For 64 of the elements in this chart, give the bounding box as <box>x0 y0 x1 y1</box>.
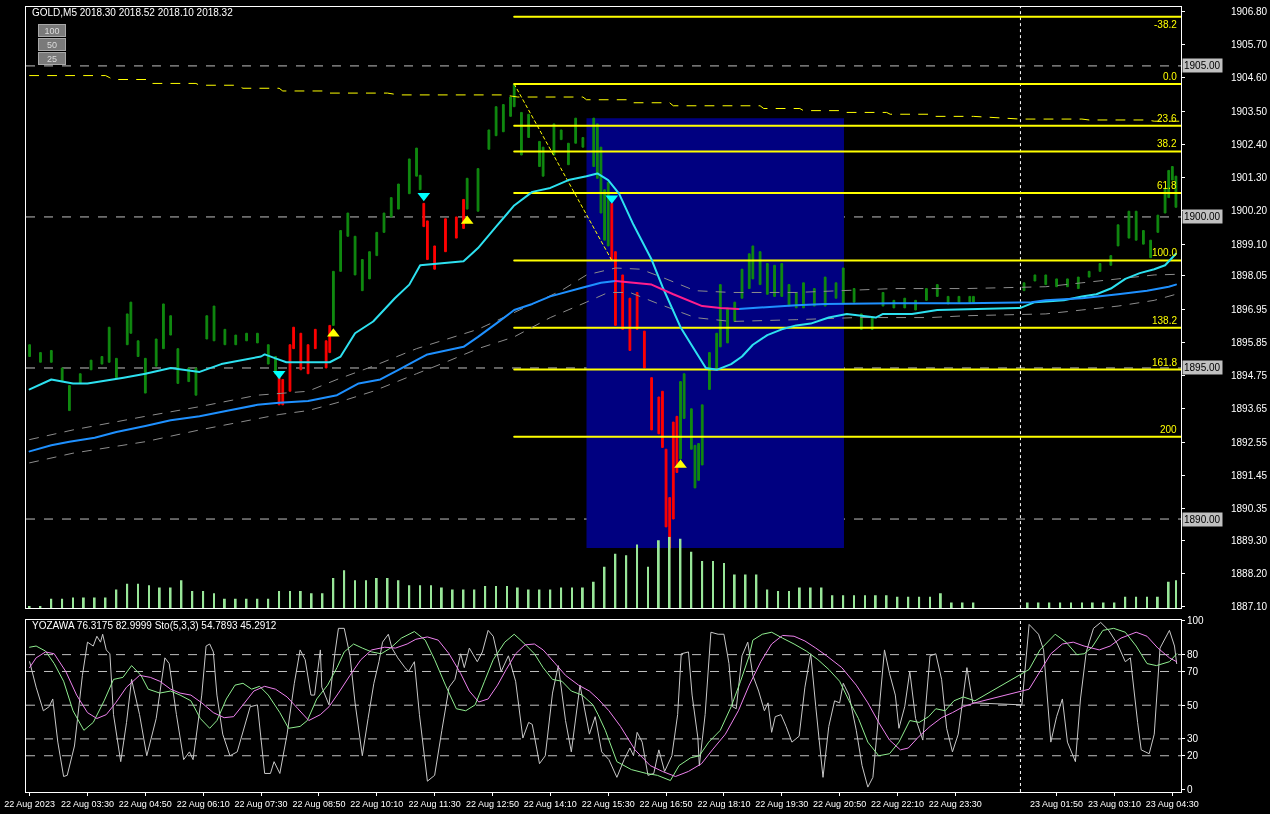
x-tick-label: 22 Aug 08:50 <box>292 798 346 809</box>
y-tick-label: 1900.20 <box>1231 205 1268 217</box>
y-tick-label: 50 <box>1187 699 1199 711</box>
y-tick-label: 1904.60 <box>1231 72 1268 84</box>
y-tick-label: 1894.75 <box>1231 370 1268 382</box>
ref-line-label: 1890.00 <box>1184 514 1221 525</box>
y-tick-label: 1887.10 <box>1231 601 1268 613</box>
ref-line-label: 1905.00 <box>1184 60 1221 71</box>
y-tick-label: 30 <box>1187 733 1199 745</box>
x-tick-label: 22 Aug 07:30 <box>234 798 288 809</box>
series-label: -38.2 <box>1154 19 1178 30</box>
series-label: 0.0 <box>1163 71 1178 82</box>
annotation: 25 <box>46 53 58 64</box>
y-tick-label: 70 <box>1187 665 1199 677</box>
annotation: 50 <box>46 39 58 50</box>
y-tick-label: 1906.80 <box>1231 6 1268 18</box>
annotation: 100 <box>44 25 60 36</box>
x-tick-label: 22 Aug 22:10 <box>870 798 925 809</box>
y-tick-label: 1896.95 <box>1231 303 1268 315</box>
x-tick-label: 22 Aug 2023 <box>4 798 55 809</box>
y-tick-label: 1889.30 <box>1231 534 1268 546</box>
y-tick-label: 100 <box>1187 615 1205 627</box>
y-tick-label: 1888.20 <box>1231 567 1268 579</box>
y-tick-label: 1898.05 <box>1231 270 1268 282</box>
x-tick-label: 23 Aug 03:10 <box>1087 798 1141 809</box>
x-tick-label: 22 Aug 16:50 <box>639 798 693 809</box>
chart-title: GOLD,M5 2018.30 2018.52 2018.10 2018.32 <box>32 7 234 18</box>
x-tick-label: 23 Aug 01:50 <box>1030 798 1084 809</box>
series-label: 38.2 <box>1157 138 1177 149</box>
y-tick-label: 1905.70 <box>1231 39 1268 51</box>
chart-title: YOZAWA 76.3175 82.9999 Sto(5,3,3) 54.7893 45.2912 <box>32 620 277 631</box>
y-tick-label: 1899.10 <box>1231 238 1268 250</box>
x-tick-label: 22 Aug 12:50 <box>465 798 520 809</box>
x-tick-label: 22 Aug 04:50 <box>118 798 172 809</box>
x-tick-label: 22 Aug 11:30 <box>408 798 461 809</box>
x-tick-label: 22 Aug 15:30 <box>581 798 635 809</box>
y-tick-label: 20 <box>1187 750 1199 762</box>
series-label: 138.2 <box>1152 315 1178 326</box>
x-tick-label: 22 Aug 06:10 <box>176 798 230 809</box>
series-label: 161.8 <box>1152 357 1178 368</box>
x-tick-label: 22 Aug 19:30 <box>755 798 809 809</box>
ref-line-label: 1895.00 <box>1184 362 1221 373</box>
y-tick-label: 0 <box>1187 783 1193 795</box>
x-tick-label: 23 Aug 04:30 <box>1145 798 1199 809</box>
y-tick-label: 1890.35 <box>1231 502 1268 514</box>
series-label: 23.6 <box>1157 113 1177 124</box>
y-tick-label: 1891.45 <box>1231 469 1268 481</box>
series-label: 200 <box>1160 424 1178 435</box>
y-tick-label: 1903.50 <box>1231 105 1268 117</box>
y-tick-label: 1901.30 <box>1231 172 1268 184</box>
x-tick-label: 22 Aug 03:30 <box>60 798 114 809</box>
y-tick-label: 80 <box>1187 649 1199 661</box>
series-label: 100.0 <box>1152 247 1178 258</box>
x-tick-label: 22 Aug 18:10 <box>697 798 751 809</box>
y-tick-label: 1893.65 <box>1231 403 1268 415</box>
x-tick-label: 22 Aug 23:30 <box>928 798 982 809</box>
series-label: 61.8 <box>1157 180 1177 191</box>
y-tick-label: 1892.55 <box>1231 436 1268 448</box>
x-tick-label: 22 Aug 14:10 <box>523 798 577 809</box>
x-tick-label: 22 Aug 10:10 <box>350 798 404 809</box>
x-tick-label: 22 Aug 20:50 <box>813 798 867 809</box>
y-tick-label: 1902.40 <box>1231 138 1268 150</box>
y-tick-label: 1895.85 <box>1231 336 1268 348</box>
ref-line-label: 1900.00 <box>1184 211 1221 222</box>
